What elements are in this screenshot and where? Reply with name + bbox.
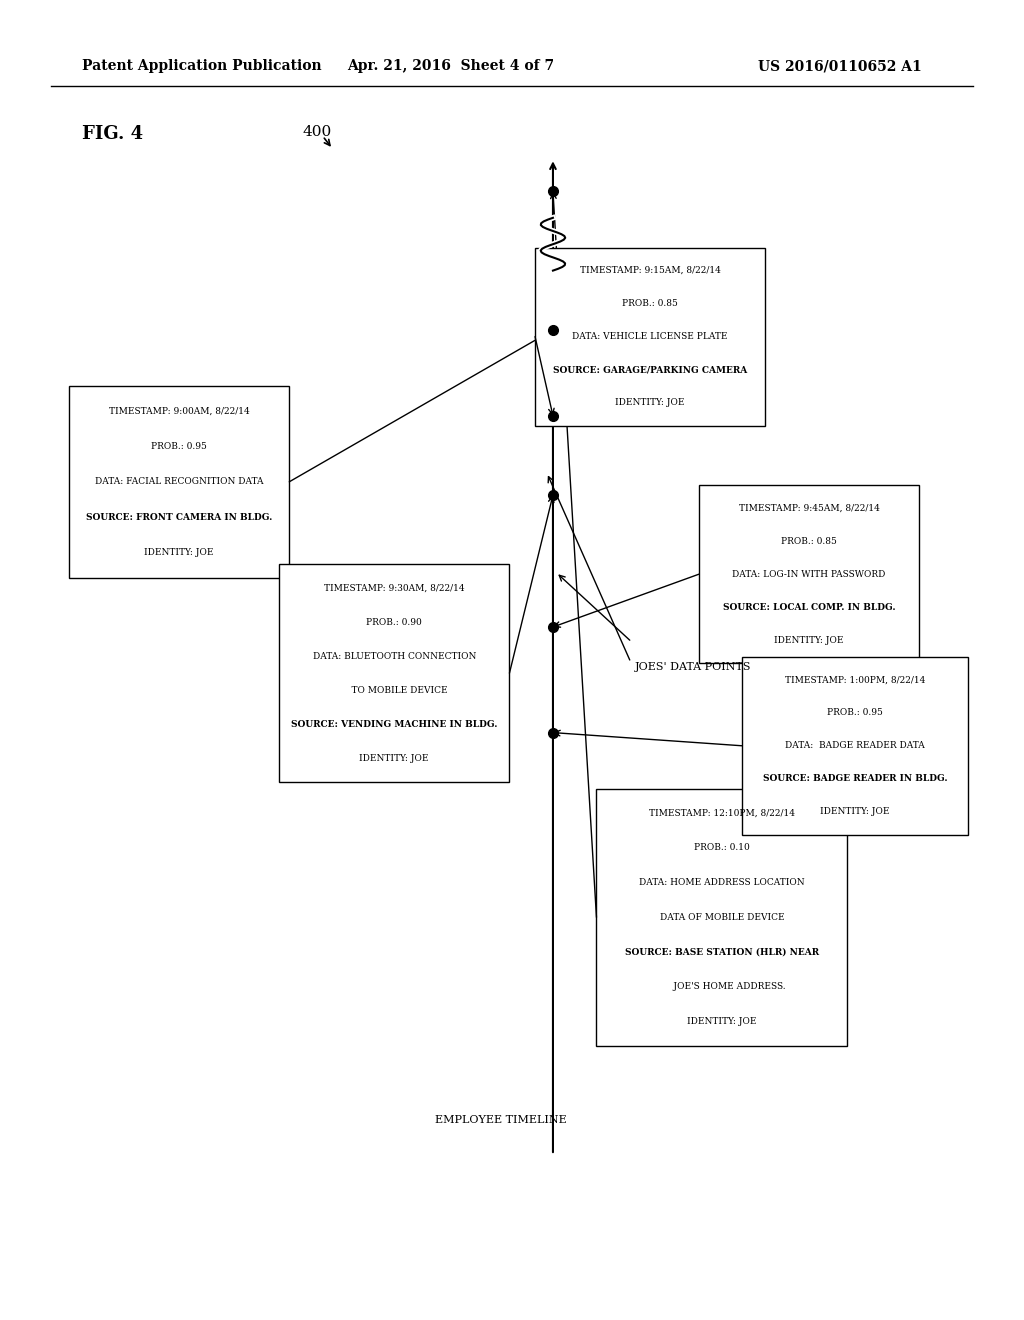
Text: SOURCE: BASE STATION (HLR) NEAR: SOURCE: BASE STATION (HLR) NEAR: [625, 948, 819, 957]
Text: TIMESTAMP: 12:10PM, 8/22/14: TIMESTAMP: 12:10PM, 8/22/14: [649, 809, 795, 817]
Bar: [535, 248, 765, 425]
Text: IDENTITY: JOE: IDENTITY: JOE: [615, 399, 685, 407]
Text: IDENTITY: JOE: IDENTITY: JOE: [687, 1018, 757, 1026]
Text: DATA OF MOBILE DEVICE: DATA OF MOBILE DEVICE: [659, 913, 784, 921]
Text: TO MOBILE DEVICE: TO MOBILE DEVICE: [340, 685, 449, 694]
Text: 400: 400: [302, 125, 332, 140]
Text: TIMESTAMP: 1:00PM, 8/22/14: TIMESTAMP: 1:00PM, 8/22/14: [784, 676, 926, 684]
Text: FIG. 4: FIG. 4: [82, 125, 143, 144]
Text: JOES' DATA POINTS: JOES' DATA POINTS: [635, 661, 752, 672]
Text: TIMESTAMP: 9:30AM, 8/22/14: TIMESTAMP: 9:30AM, 8/22/14: [324, 583, 465, 593]
Bar: [698, 486, 920, 664]
Text: DATA: VEHICLE LICENSE PLATE: DATA: VEHICLE LICENSE PLATE: [572, 333, 728, 341]
Text: TIMESTAMP: 9:45AM, 8/22/14: TIMESTAMP: 9:45AM, 8/22/14: [738, 504, 880, 512]
Text: PROB.: 0.85: PROB.: 0.85: [623, 300, 678, 308]
Text: PROB.: 0.85: PROB.: 0.85: [781, 537, 837, 545]
Text: SOURCE: VENDING MACHINE IN BLDG.: SOURCE: VENDING MACHINE IN BLDG.: [291, 719, 498, 729]
Text: SOURCE: LOCAL COMP. IN BLDG.: SOURCE: LOCAL COMP. IN BLDG.: [723, 603, 895, 611]
Text: DATA: HOME ADDRESS LOCATION: DATA: HOME ADDRESS LOCATION: [639, 878, 805, 887]
Text: IDENTITY: JOE: IDENTITY: JOE: [820, 808, 890, 816]
Text: SOURCE: FRONT CAMERA IN BLDG.: SOURCE: FRONT CAMERA IN BLDG.: [86, 512, 272, 521]
Bar: [69, 385, 289, 578]
Text: Apr. 21, 2016  Sheet 4 of 7: Apr. 21, 2016 Sheet 4 of 7: [347, 59, 554, 74]
Text: US 2016/0110652 A1: US 2016/0110652 A1: [758, 59, 922, 74]
Text: DATA: FACIAL RECOGNITION DATA: DATA: FACIAL RECOGNITION DATA: [95, 478, 263, 486]
Text: JOE'S HOME ADDRESS.: JOE'S HOME ADDRESS.: [658, 982, 785, 991]
Bar: [596, 789, 848, 1045]
Text: DATA: BLUETOOTH CONNECTION: DATA: BLUETOOTH CONNECTION: [312, 652, 476, 661]
Text: PROB.: 0.95: PROB.: 0.95: [827, 709, 883, 717]
Text: IDENTITY: JOE: IDENTITY: JOE: [144, 548, 214, 557]
Text: TIMESTAMP: 9:15AM, 8/22/14: TIMESTAMP: 9:15AM, 8/22/14: [580, 267, 721, 275]
Text: PROB.: 0.90: PROB.: 0.90: [367, 618, 422, 627]
Text: PROB.: 0.10: PROB.: 0.10: [694, 843, 750, 853]
Text: SOURCE: BADGE READER IN BLDG.: SOURCE: BADGE READER IN BLDG.: [763, 775, 947, 783]
Text: IDENTITY: JOE: IDENTITY: JOE: [359, 754, 429, 763]
Bar: [279, 565, 510, 781]
Bar: [742, 657, 968, 836]
Text: TIMESTAMP: 9:00AM, 8/22/14: TIMESTAMP: 9:00AM, 8/22/14: [109, 407, 250, 416]
Text: Patent Application Publication: Patent Application Publication: [82, 59, 322, 74]
Text: DATA:  BADGE READER DATA: DATA: BADGE READER DATA: [785, 742, 925, 750]
Text: SOURCE: GARAGE/PARKING CAMERA: SOURCE: GARAGE/PARKING CAMERA: [553, 366, 748, 374]
Text: PROB.: 0.95: PROB.: 0.95: [152, 442, 207, 451]
Text: DATA: LOG-IN WITH PASSWORD: DATA: LOG-IN WITH PASSWORD: [732, 570, 886, 578]
Text: IDENTITY: JOE: IDENTITY: JOE: [774, 636, 844, 644]
Text: EMPLOYEE TIMELINE: EMPLOYEE TIMELINE: [435, 1114, 567, 1125]
